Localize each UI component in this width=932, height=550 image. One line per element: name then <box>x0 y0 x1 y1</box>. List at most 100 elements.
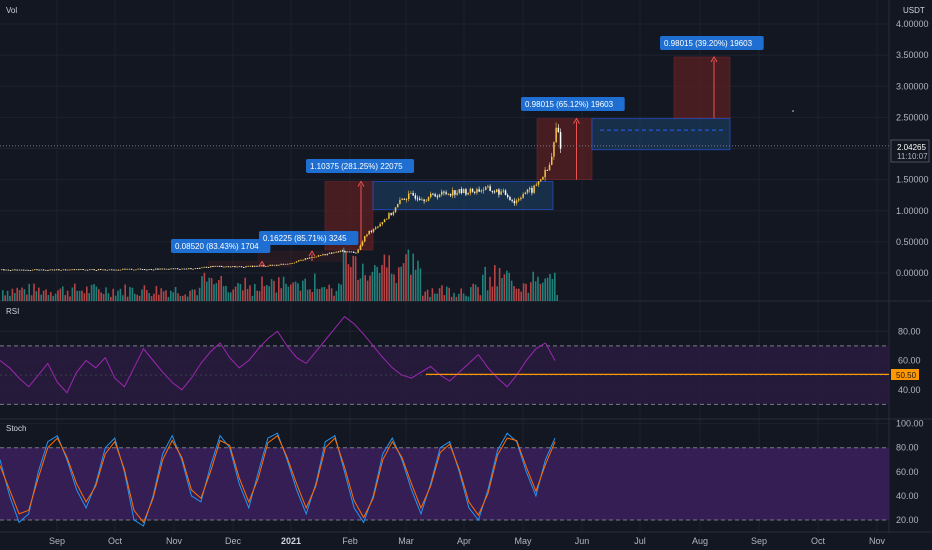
rsi-indicator[interactable] <box>0 315 889 394</box>
candle-body <box>471 188 474 192</box>
measure-labels[interactable]: 0.08520 (83.43%) 1704 0.16225 (85.71%) 32… <box>171 36 764 253</box>
candle-body <box>205 266 208 268</box>
candle-body <box>240 266 243 268</box>
candle-body <box>322 254 324 256</box>
last-price-value: 2.04265 <box>897 143 926 152</box>
volume-bar <box>227 292 230 301</box>
volume-bar <box>69 296 71 301</box>
candle-body <box>366 234 368 237</box>
measure-box[interactable] <box>673 56 731 119</box>
candle-body <box>412 193 414 196</box>
time-tick-label: Aug <box>692 536 708 546</box>
rsi-line[interactable] <box>0 315 556 394</box>
price-tick-label: 0.50000 <box>896 237 929 247</box>
candle-body <box>344 251 346 253</box>
candle-body <box>188 268 190 270</box>
stoch-indicator[interactable] <box>0 432 556 527</box>
candle-body <box>289 263 291 265</box>
candle-body <box>498 189 500 195</box>
candle-body <box>31 269 34 271</box>
candle-body <box>122 268 124 270</box>
measure-label-box[interactable] <box>259 231 359 245</box>
candle-body <box>465 189 467 195</box>
volume-bar <box>143 285 146 301</box>
candle-body <box>482 189 485 191</box>
candle-body <box>300 259 302 261</box>
candle-body <box>20 269 23 271</box>
volume-bar <box>275 292 278 301</box>
volume-bar <box>191 289 194 301</box>
volume-bar <box>434 293 436 301</box>
measure-box[interactable] <box>536 118 593 180</box>
volume-bar <box>203 272 206 301</box>
volume-bar <box>520 291 522 301</box>
candle-body <box>179 269 181 270</box>
volume-bar <box>501 278 503 301</box>
candle-body <box>421 199 423 201</box>
volume-bar <box>479 295 482 301</box>
candle-body <box>361 241 364 246</box>
candle-body <box>438 194 441 198</box>
volume-bar <box>544 278 546 301</box>
stoch-pane-title: Stoch <box>6 424 26 433</box>
measure-label-box[interactable] <box>171 239 271 253</box>
candle-body <box>229 266 232 268</box>
stoch-line-d[interactable] <box>0 434 556 524</box>
candle-body <box>489 186 491 191</box>
candle-body <box>108 269 111 271</box>
price-candles[interactable] <box>1 110 794 272</box>
time-tick-label: Nov <box>869 536 886 546</box>
volume-bar <box>467 296 470 301</box>
candle-body <box>42 269 45 271</box>
volume-bar <box>419 268 422 301</box>
volume-bar <box>333 295 335 301</box>
volume-bar <box>242 290 244 301</box>
candle-body <box>324 254 326 256</box>
candle-body <box>454 190 456 195</box>
volume-bar <box>395 283 398 301</box>
candle-body <box>504 190 507 196</box>
candle-body <box>502 190 505 192</box>
volume-bar <box>441 285 443 301</box>
range-box[interactable] <box>591 118 731 151</box>
volume-bar <box>472 283 474 301</box>
price-tick-label: 2.50000 <box>896 112 929 122</box>
measure-box[interactable] <box>207 261 293 268</box>
measure-label-box[interactable] <box>521 97 625 111</box>
candle-body <box>3 269 5 271</box>
candle-body <box>399 199 401 204</box>
candle-body <box>551 156 553 165</box>
candle-body <box>548 164 551 171</box>
measure-label-box[interactable] <box>306 159 415 173</box>
candle-body <box>51 269 54 271</box>
volume-bar <box>136 294 138 301</box>
candle-body <box>203 266 205 268</box>
volume-bar <box>112 288 114 301</box>
candle-body <box>93 269 95 271</box>
volume-bar <box>357 279 359 301</box>
volume-bar <box>110 296 112 301</box>
volume-bar <box>52 295 54 301</box>
candle-body <box>126 268 128 270</box>
volume-bar <box>62 286 64 301</box>
measure-label-box[interactable] <box>660 36 764 50</box>
candle-body <box>456 193 458 195</box>
rsi-pane-title: RSI <box>6 307 19 316</box>
candle-body <box>106 269 109 271</box>
volume-bar <box>280 288 282 301</box>
volume-bar <box>35 291 38 301</box>
measure-box[interactable] <box>257 250 343 262</box>
volume-bar <box>299 290 302 301</box>
candle-body <box>524 192 527 195</box>
volume-bar <box>160 288 162 301</box>
volume-bar <box>532 271 534 301</box>
candle-body <box>427 197 430 201</box>
candle-body <box>137 268 139 270</box>
candle-body <box>432 193 434 195</box>
candle-body <box>350 251 353 253</box>
volume-bar <box>513 286 515 301</box>
range-box[interactable] <box>372 181 554 210</box>
candle-body <box>353 251 355 253</box>
volume-bar <box>458 293 460 301</box>
